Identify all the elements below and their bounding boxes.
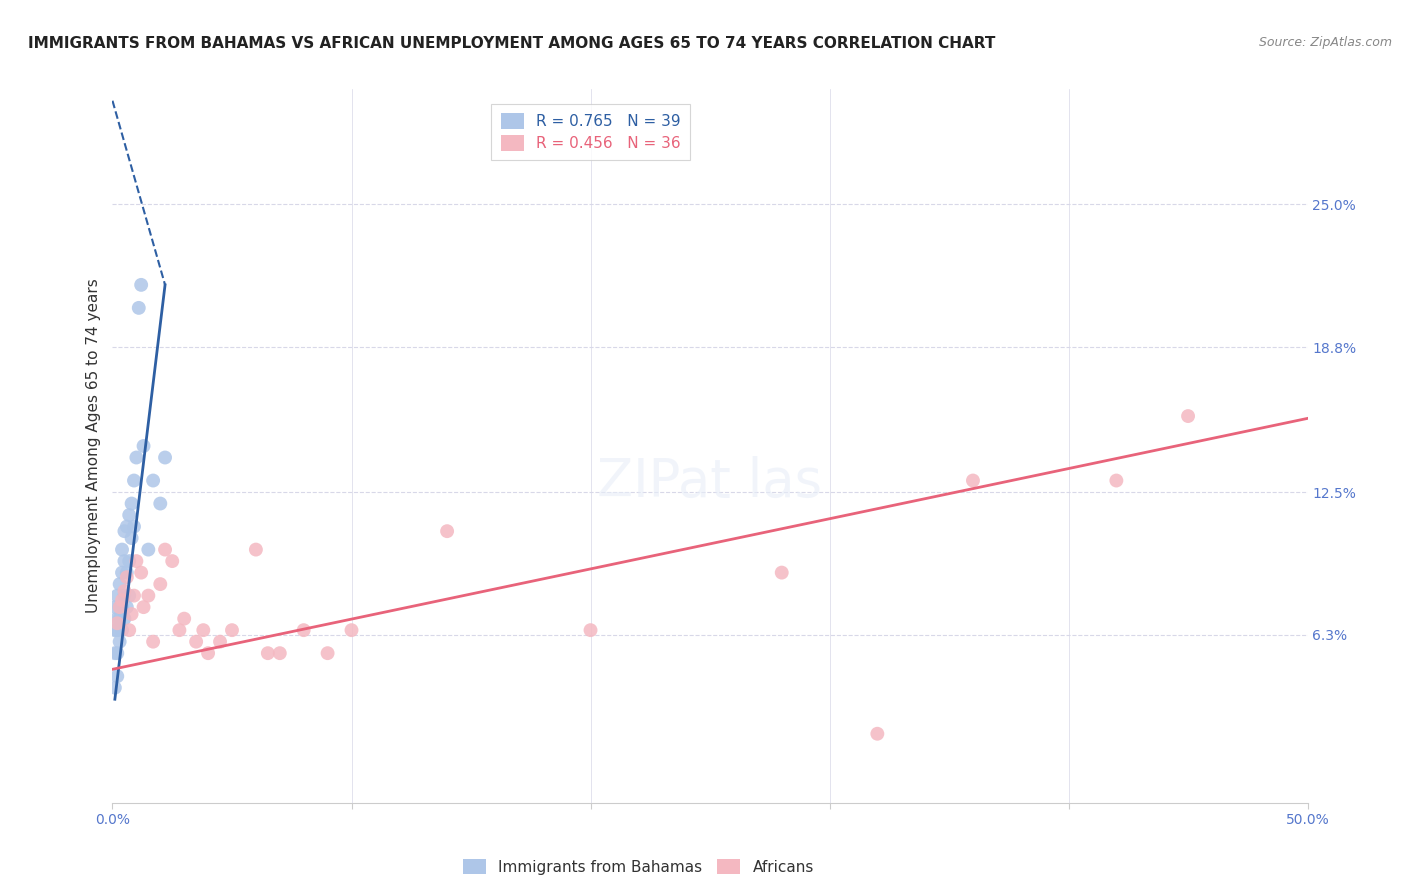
Point bbox=[138, 542, 160, 557]
Point bbox=[111, 593, 134, 607]
Point bbox=[1105, 474, 1128, 488]
Point bbox=[104, 681, 127, 695]
Point bbox=[111, 542, 134, 557]
Point bbox=[114, 612, 135, 626]
Point bbox=[269, 646, 291, 660]
Point bbox=[114, 524, 135, 538]
Point bbox=[115, 600, 138, 615]
Point bbox=[118, 554, 141, 568]
Point bbox=[105, 623, 128, 637]
Point bbox=[125, 450, 148, 465]
Point bbox=[257, 646, 280, 660]
Point bbox=[118, 589, 141, 603]
Point bbox=[118, 508, 141, 522]
Point bbox=[866, 727, 889, 741]
Point bbox=[108, 634, 131, 648]
Point bbox=[122, 589, 145, 603]
Point bbox=[149, 497, 172, 511]
Point bbox=[122, 474, 145, 488]
Point bbox=[111, 623, 134, 637]
Point bbox=[115, 570, 138, 584]
Point bbox=[108, 612, 131, 626]
Text: Source: ZipAtlas.com: Source: ZipAtlas.com bbox=[1258, 36, 1392, 49]
Point bbox=[108, 600, 131, 615]
Point bbox=[121, 607, 143, 621]
Point bbox=[169, 623, 191, 637]
Point bbox=[1177, 409, 1199, 423]
Point bbox=[142, 474, 165, 488]
Point bbox=[129, 566, 152, 580]
Point bbox=[108, 600, 131, 615]
Point bbox=[114, 584, 135, 599]
Point bbox=[132, 439, 155, 453]
Point bbox=[193, 623, 215, 637]
Point bbox=[105, 612, 128, 626]
Point bbox=[108, 577, 131, 591]
Point bbox=[186, 634, 208, 648]
Text: ZIPat las: ZIPat las bbox=[598, 456, 823, 508]
Point bbox=[115, 519, 138, 533]
Point bbox=[142, 634, 165, 648]
Point bbox=[162, 554, 183, 568]
Point bbox=[209, 634, 232, 648]
Text: IMMIGRANTS FROM BAHAMAS VS AFRICAN UNEMPLOYMENT AMONG AGES 65 TO 74 YEARS CORREL: IMMIGRANTS FROM BAHAMAS VS AFRICAN UNEMP… bbox=[28, 36, 995, 51]
Point bbox=[105, 646, 128, 660]
Point bbox=[132, 600, 155, 615]
Point bbox=[105, 589, 128, 603]
Point bbox=[104, 623, 127, 637]
Point bbox=[129, 277, 152, 292]
Legend: Immigrants from Bahamas, Africans: Immigrants from Bahamas, Africans bbox=[457, 853, 820, 880]
Point bbox=[125, 554, 148, 568]
Point bbox=[114, 589, 135, 603]
Point bbox=[221, 623, 243, 637]
Point bbox=[153, 450, 176, 465]
Point bbox=[579, 623, 602, 637]
Point bbox=[962, 474, 984, 488]
Point bbox=[173, 612, 195, 626]
Point bbox=[340, 623, 363, 637]
Point bbox=[104, 600, 127, 615]
Y-axis label: Unemployment Among Ages 65 to 74 years: Unemployment Among Ages 65 to 74 years bbox=[86, 278, 101, 614]
Point bbox=[128, 301, 150, 315]
Point bbox=[121, 531, 143, 545]
Point bbox=[316, 646, 339, 660]
Point bbox=[111, 566, 134, 580]
Point bbox=[105, 669, 128, 683]
Point bbox=[104, 646, 127, 660]
Point bbox=[114, 554, 135, 568]
Point bbox=[436, 524, 458, 538]
Point bbox=[245, 542, 267, 557]
Point bbox=[153, 542, 176, 557]
Point bbox=[138, 589, 160, 603]
Point bbox=[115, 566, 138, 580]
Point bbox=[292, 623, 315, 637]
Point bbox=[770, 566, 793, 580]
Point bbox=[111, 600, 134, 615]
Point bbox=[105, 616, 128, 631]
Point bbox=[149, 577, 172, 591]
Point bbox=[122, 519, 145, 533]
Point bbox=[197, 646, 219, 660]
Point bbox=[121, 497, 143, 511]
Point bbox=[118, 623, 141, 637]
